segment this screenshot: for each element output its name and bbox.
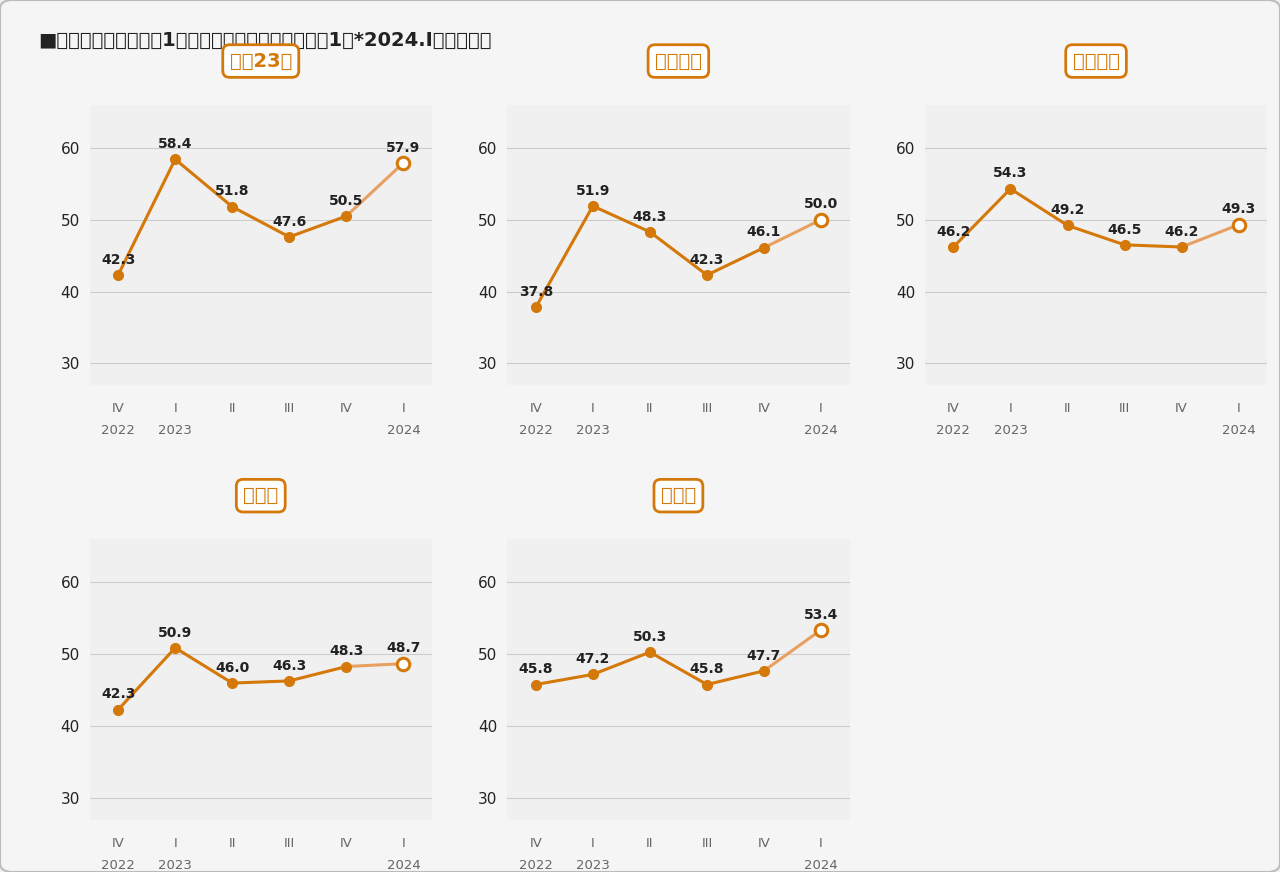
Text: 神奈川県: 神奈川県 [1073,51,1120,71]
Text: 46.2: 46.2 [1165,225,1199,239]
Text: III: III [284,836,294,849]
Text: 50.0: 50.0 [804,197,838,211]
Text: 2022: 2022 [518,859,553,872]
Text: I: I [819,402,823,415]
Text: 2022: 2022 [518,425,553,437]
Text: 2023: 2023 [993,425,1028,437]
Text: 2023: 2023 [576,859,609,872]
Text: 45.8: 45.8 [518,662,553,676]
Text: IV: IV [111,836,124,849]
Text: 東京23区: 東京23区 [229,51,292,71]
Text: 2023: 2023 [576,425,609,437]
Text: 46.1: 46.1 [746,225,781,240]
Text: IV: IV [530,836,543,849]
Text: 千葉県: 千葉県 [660,487,696,505]
Text: 2024: 2024 [1222,425,1256,437]
Text: 45.8: 45.8 [690,662,724,676]
Text: I: I [591,836,595,849]
Text: 46.5: 46.5 [1107,222,1142,236]
Text: 57.9: 57.9 [387,140,421,154]
Text: II: II [646,836,654,849]
Text: 東京都下: 東京都下 [655,51,701,71]
Text: 2024: 2024 [387,859,420,872]
Text: 49.2: 49.2 [1051,203,1084,217]
Text: 58.4: 58.4 [157,137,192,151]
Text: 2022: 2022 [101,859,136,872]
Text: ■エリアにおける直近1年間の業況の推移（購貸）－1　*2024.I期は見通し: ■エリアにおける直近1年間の業況の推移（購貸）－1 *2024.I期は見通し [38,31,492,50]
Text: 53.4: 53.4 [804,608,838,622]
Text: I: I [173,836,177,849]
Text: II: II [229,836,236,849]
Text: 2024: 2024 [804,859,838,872]
Text: IV: IV [1175,402,1188,415]
Text: 2024: 2024 [387,425,420,437]
Text: III: III [1119,402,1130,415]
Text: 47.2: 47.2 [576,652,611,666]
Text: 47.6: 47.6 [273,215,306,228]
Text: I: I [173,402,177,415]
Text: 42.3: 42.3 [101,253,136,267]
Text: 42.3: 42.3 [101,687,136,701]
Text: IV: IV [340,402,353,415]
Text: 50.9: 50.9 [157,625,192,639]
Text: 51.9: 51.9 [576,184,611,198]
Text: I: I [402,402,406,415]
Text: 2023: 2023 [159,425,192,437]
Text: III: III [701,836,713,849]
Text: 46.0: 46.0 [215,661,250,675]
Text: IV: IV [758,836,771,849]
Text: IV: IV [530,402,543,415]
Text: 46.2: 46.2 [936,225,970,239]
Text: I: I [402,836,406,849]
Text: IV: IV [947,402,960,415]
Text: 48.7: 48.7 [387,641,421,656]
Text: I: I [1009,402,1012,415]
Text: 37.8: 37.8 [518,285,553,299]
Text: 51.8: 51.8 [215,184,250,199]
Text: 50.5: 50.5 [329,194,364,208]
Text: I: I [819,836,823,849]
Text: II: II [646,402,654,415]
Text: III: III [284,402,294,415]
Text: II: II [229,402,236,415]
Text: I: I [1236,402,1240,415]
Text: 埼玉県: 埼玉県 [243,487,278,505]
Text: III: III [701,402,713,415]
Text: 49.3: 49.3 [1221,202,1256,216]
Text: IV: IV [340,836,353,849]
Text: 46.3: 46.3 [273,658,306,672]
Text: 2023: 2023 [159,859,192,872]
Text: 2022: 2022 [937,425,970,437]
Text: 48.3: 48.3 [632,209,667,223]
Text: 2022: 2022 [101,425,136,437]
Text: 47.7: 47.7 [746,649,781,663]
Text: 50.3: 50.3 [632,630,667,644]
Text: IV: IV [111,402,124,415]
Text: 54.3: 54.3 [993,167,1028,181]
Text: IV: IV [758,402,771,415]
Text: 42.3: 42.3 [690,253,724,267]
Text: II: II [1064,402,1071,415]
Text: 48.3: 48.3 [329,644,364,658]
Text: 2024: 2024 [804,425,838,437]
Text: I: I [591,402,595,415]
